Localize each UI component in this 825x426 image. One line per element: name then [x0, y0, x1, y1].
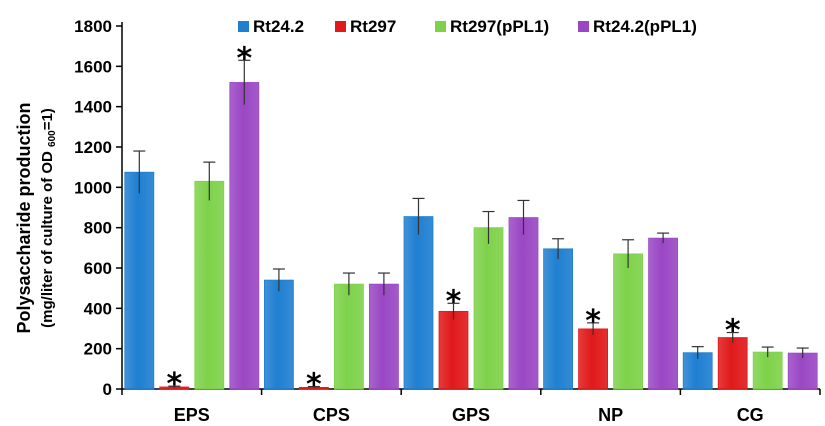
legend-label: Rt297(pPL1): [450, 17, 549, 36]
y-tick-label: 600: [84, 259, 112, 278]
bar-Rt297(pPL1)-CG: [752, 351, 783, 390]
bar-Rt297(pPL1)-GPS: [473, 227, 504, 390]
bar-Rt297-NP: [578, 328, 608, 390]
legend-swatch: [435, 21, 446, 32]
legend-swatch: [335, 21, 346, 32]
bar-Rt297(pPL1)-EPS: [194, 180, 225, 390]
significance-star: *: [725, 314, 741, 349]
bar-Rt24.2-CPS: [263, 279, 294, 390]
bar-Rt24.2(pPL1)-NP: [648, 237, 678, 390]
bar-Rt24.2(pPL1)-EPS: [229, 82, 260, 390]
y-tick-label: 1200: [74, 138, 112, 157]
y-tick-label: 1400: [74, 98, 112, 117]
y-axis-label: Polysaccharide production: [14, 102, 34, 333]
bar-Rt24.2(pPL1)-CG: [787, 352, 818, 390]
significance-star: *: [306, 368, 322, 403]
significance-star: *: [585, 304, 601, 339]
y-tick-label: 1000: [74, 178, 112, 197]
bar-group: * * * * * *: [124, 41, 818, 403]
bar-Rt297(pPL1)-NP: [613, 253, 643, 390]
x-tick-label: EPS: [174, 405, 210, 425]
bar-Rt24.2(pPL1)-GPS: [508, 217, 539, 390]
bar-Rt24.2-NP: [543, 248, 573, 390]
bar-Rt297(pPL1)-CPS: [333, 283, 364, 390]
y-tick-label: 800: [84, 219, 112, 238]
significance-star: *: [166, 367, 182, 402]
significance-star: *: [446, 284, 462, 319]
bar-Rt24.2-EPS: [124, 171, 155, 390]
x-tick-label: GPS: [452, 405, 490, 425]
x-tick-label: CPS: [313, 405, 350, 425]
x-axis: EPS CPS GPS NP CG: [121, 388, 821, 425]
legend-swatch: [238, 21, 249, 32]
legend-label: Rt24.2(pPL1): [593, 17, 697, 36]
y-tick-label: 1600: [74, 57, 112, 76]
legend-label: Rt297: [350, 17, 396, 36]
y-tick-label: 400: [84, 299, 112, 318]
significance-star: *: [236, 41, 252, 76]
legend-swatch: [578, 21, 589, 32]
y-tick-label: 1800: [74, 17, 112, 36]
bar-Rt24.2(pPL1)-CPS: [368, 283, 399, 390]
x-tick-label: NP: [598, 405, 623, 425]
legend-label: Rt24.2: [253, 17, 304, 36]
bar-Rt297-CG: [717, 337, 748, 390]
y-tick-label: 0: [103, 380, 112, 399]
y-axis-unit-label: (mg/liter of culture of OD 600=1): [39, 108, 58, 328]
bar-Rt24.2-GPS: [403, 216, 434, 390]
y-axis-title: Polysaccharide production (mg/liter of c…: [14, 102, 58, 333]
legend: Rt24.2 Rt297 Rt297(pPL1) Rt24.2(pPL1): [238, 17, 697, 36]
y-tick-label: 200: [84, 340, 112, 359]
bar-Rt297-GPS: [438, 310, 469, 390]
y-axis: 0 200 400 600 800 1000 1200 1400 1600 1800: [74, 17, 123, 399]
x-tick-label: CG: [737, 405, 764, 425]
